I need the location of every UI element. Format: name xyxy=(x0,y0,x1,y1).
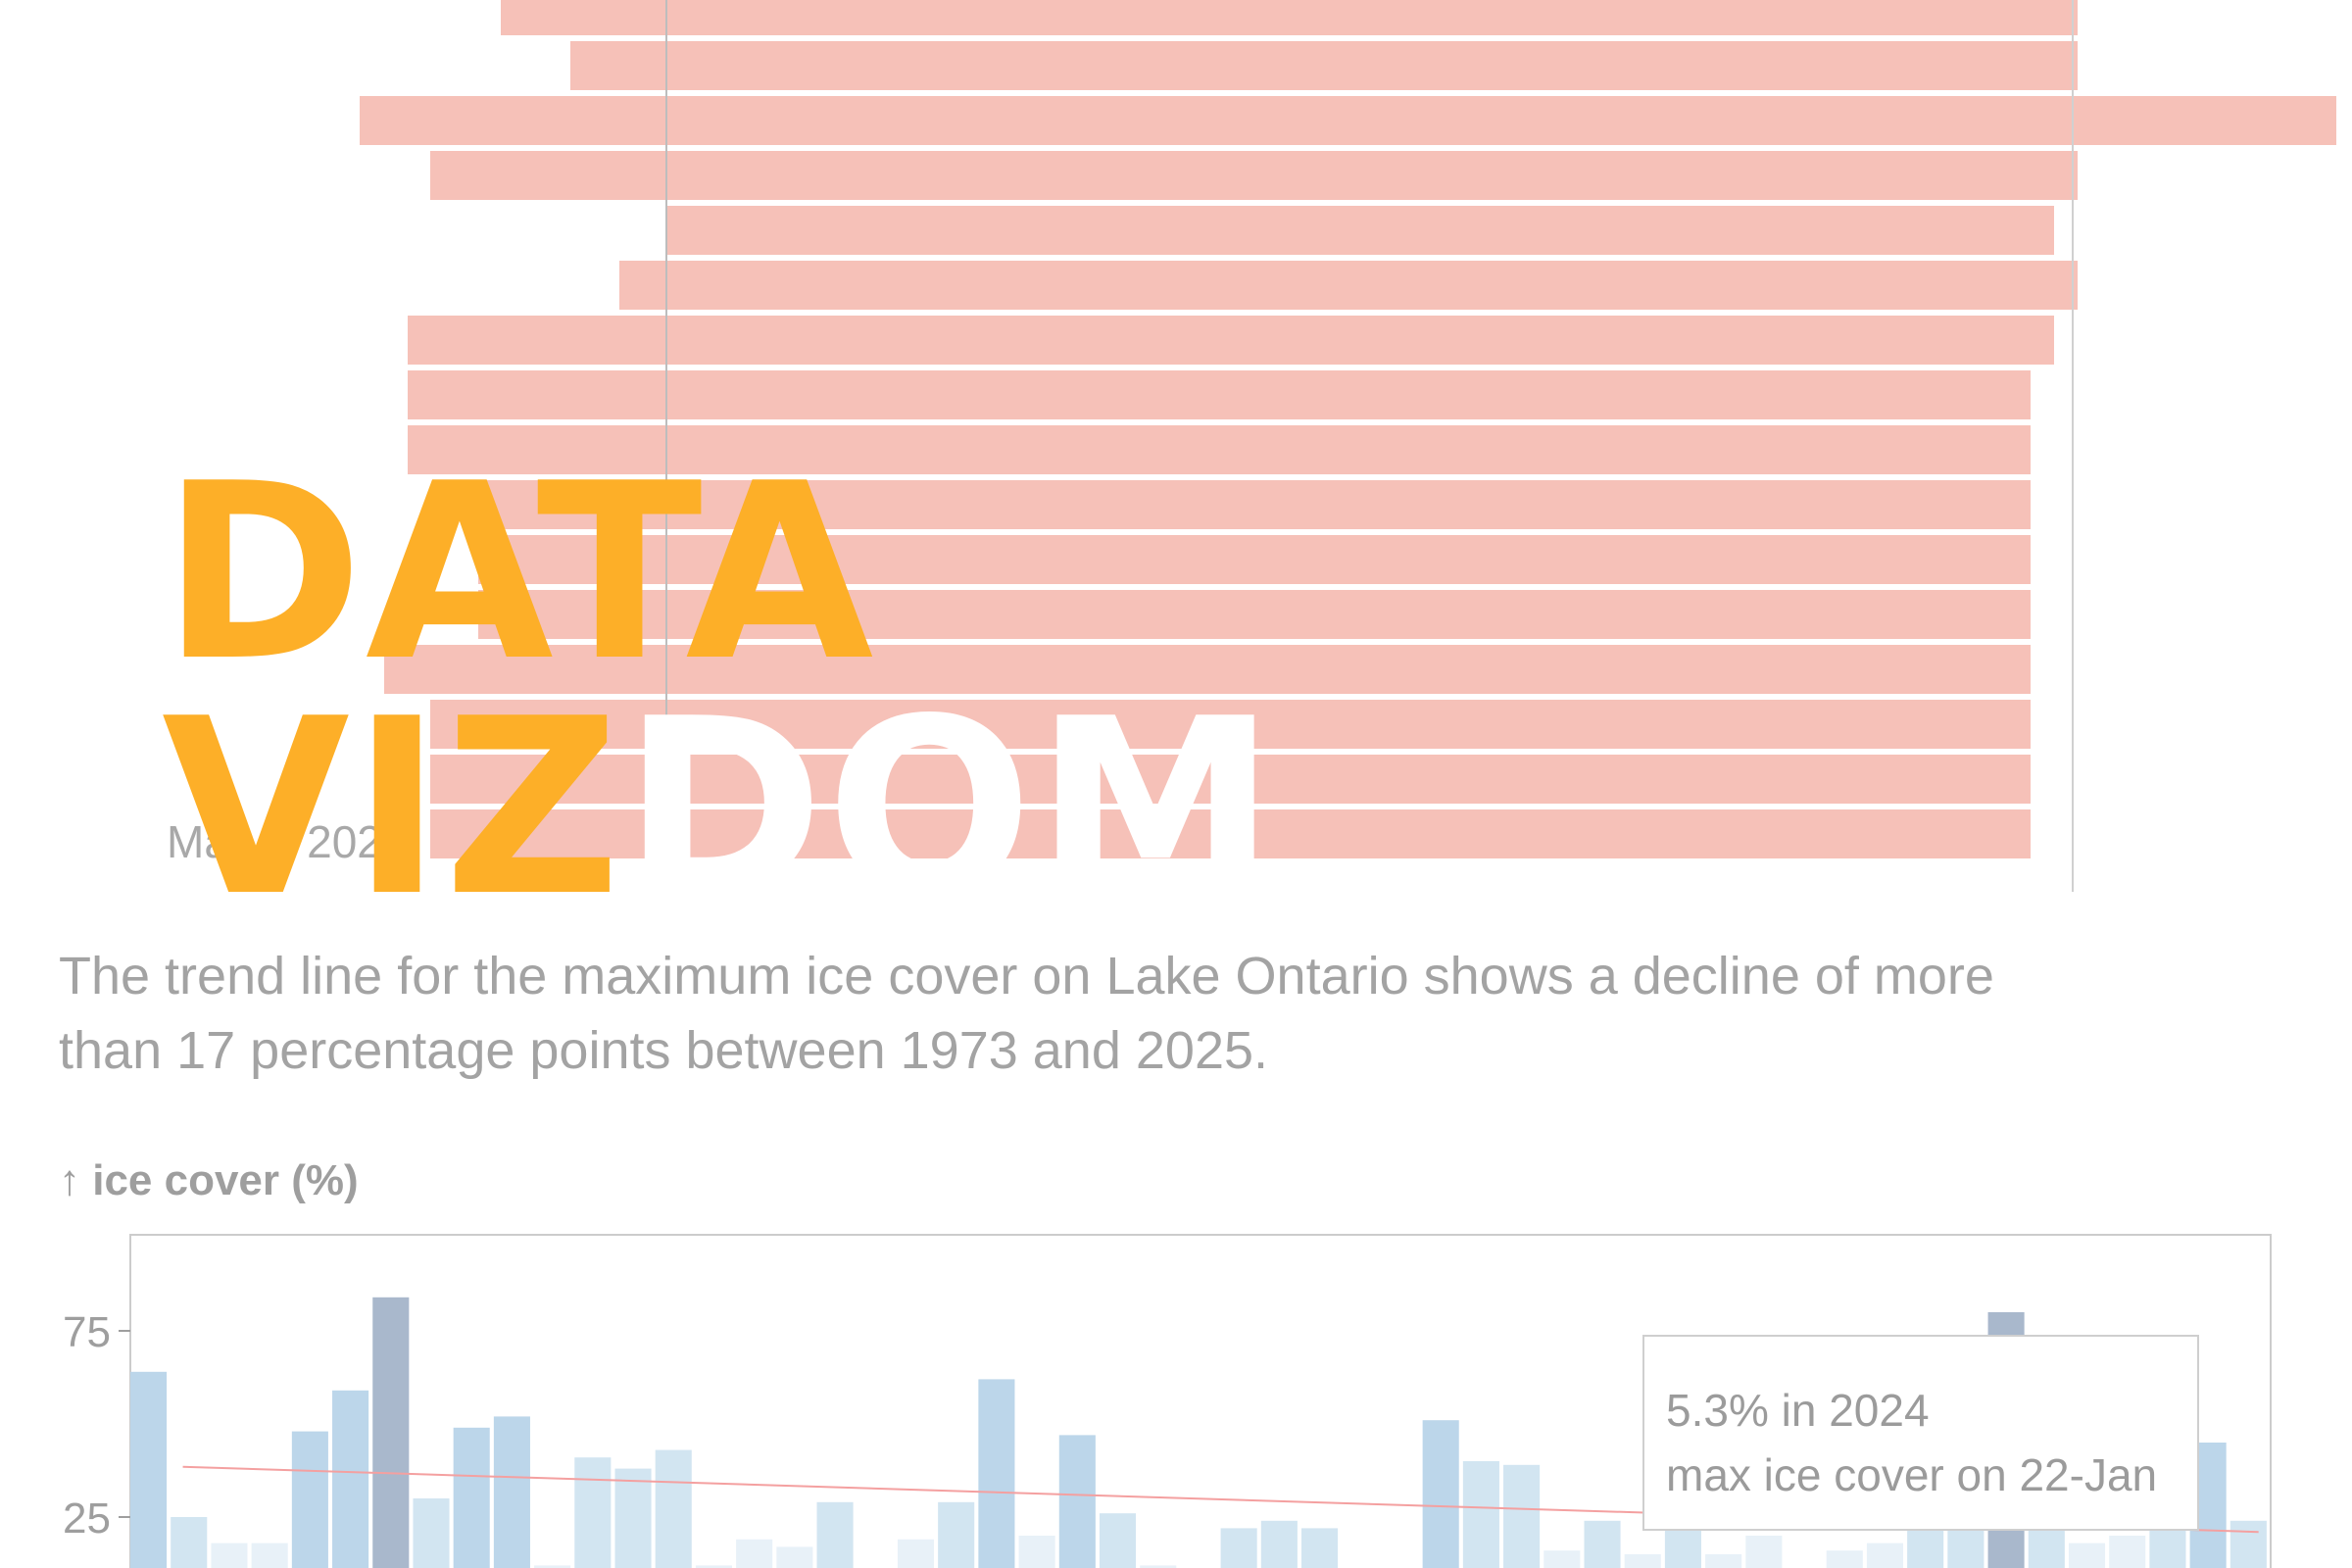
ice-cover-bar[interactable] xyxy=(938,1501,975,1568)
season-bar xyxy=(501,0,2078,35)
ice-cover-bar[interactable] xyxy=(1745,1536,1783,1568)
ice-cover-bar[interactable] xyxy=(1422,1420,1459,1568)
logo-text-dom: DOM xyxy=(622,667,1279,950)
y-tick-label: 25 xyxy=(63,1494,111,1543)
season-bar xyxy=(430,700,2031,749)
tooltip-line1: 5.3% in 2024 xyxy=(1666,1385,1930,1436)
ice-cover-bar[interactable] xyxy=(655,1449,692,1568)
ice-cover-bar[interactable] xyxy=(171,1517,208,1568)
ice-cover-bar[interactable] xyxy=(372,1297,410,1568)
date-label: Mar 4, 2024 xyxy=(167,816,407,867)
season-bar xyxy=(570,41,2078,90)
ice-cover-bar[interactable] xyxy=(736,1539,773,1568)
season-bar xyxy=(430,755,2031,804)
chart-caption: The trend line for the maximum ice cover… xyxy=(59,939,2313,1088)
ice-cover-bar[interactable] xyxy=(1705,1554,1742,1568)
ice-cover-bar[interactable] xyxy=(2230,1520,2267,1568)
ice-cover-bar[interactable] xyxy=(1462,1461,1499,1568)
ice-cover-bar[interactable] xyxy=(1301,1528,1339,1568)
ice-cover-bar[interactable] xyxy=(614,1468,652,1568)
ice-cover-bar[interactable] xyxy=(251,1543,288,1568)
ice-cover-bar[interactable] xyxy=(1584,1520,1621,1568)
ice-cover-bar[interactable] xyxy=(1544,1550,1581,1568)
ice-cover-bar[interactable] xyxy=(978,1379,1015,1568)
ice-cover-bar[interactable] xyxy=(413,1498,450,1568)
ice-cover-bar[interactable] xyxy=(776,1546,813,1568)
ice-cover-bar[interactable] xyxy=(211,1543,248,1568)
season-bar xyxy=(430,151,2078,200)
ice-cover-bar[interactable] xyxy=(291,1431,328,1568)
caption-line1: The trend line for the maximum ice cover… xyxy=(59,947,1994,1005)
season-bar xyxy=(666,206,2054,255)
ice-cover-bar[interactable] xyxy=(2068,1543,2106,1568)
logo-text-line1: DATA xyxy=(162,432,876,714)
season-bar xyxy=(478,535,2031,584)
ice-cover-bar[interactable] xyxy=(574,1457,612,1568)
ice-cover-bar[interactable] xyxy=(130,1371,168,1568)
ice-cover-bar[interactable] xyxy=(534,1565,571,1568)
ice-cover-bar[interactable] xyxy=(695,1565,732,1568)
ice-cover-bar[interactable] xyxy=(1058,1435,1096,1568)
top-bar-chart: Mar 4, 2024 xyxy=(167,0,2336,892)
logo: DATA VIZDOM xyxy=(162,432,1279,930)
ice-cover-bar[interactable] xyxy=(332,1390,369,1568)
season-bar xyxy=(408,316,2054,365)
ice-cover-bar[interactable] xyxy=(1826,1550,1863,1568)
ice-cover-bar[interactable] xyxy=(1260,1520,1298,1568)
ice-cover-bar[interactable] xyxy=(2109,1536,2146,1568)
y-tick-label: 75 xyxy=(63,1308,111,1356)
ice-cover-bar[interactable] xyxy=(493,1416,530,1568)
ice-cover-bar[interactable] xyxy=(1624,1554,1661,1568)
ice-cover-bar[interactable] xyxy=(1140,1565,1177,1568)
season-bar xyxy=(478,480,2031,529)
ice-cover-bar[interactable] xyxy=(1018,1536,1055,1568)
season-bar xyxy=(408,370,2031,419)
season-bar xyxy=(478,590,2031,639)
ice-cover-bar[interactable] xyxy=(1866,1543,1904,1568)
logo-text-viz: VIZ xyxy=(162,667,623,950)
tooltip-line2: max ice cover on 22-Jan xyxy=(1666,1449,2158,1500)
y-axis-label: ↑ ice cover (%) xyxy=(59,1156,359,1204)
ice-cover-bar[interactable] xyxy=(1099,1513,1137,1568)
ice-cover-bar[interactable] xyxy=(1503,1464,1541,1568)
season-bar xyxy=(408,425,2031,474)
caption-line2: than 17 percentage points between 1973 a… xyxy=(59,1021,1269,1080)
ice-cover-bar[interactable] xyxy=(453,1427,490,1568)
season-bar xyxy=(384,645,2031,694)
season-bar xyxy=(430,809,2031,858)
ice-cover-bar[interactable] xyxy=(816,1501,854,1568)
ice-cover-bar[interactable] xyxy=(897,1539,935,1568)
season-bar xyxy=(619,261,2078,310)
season-bar xyxy=(360,96,2336,145)
ice-cover-bar[interactable] xyxy=(1220,1528,1257,1568)
tooltip: 5.3% in 2024 max ice cover on 22-Jan xyxy=(1642,1335,2199,1531)
